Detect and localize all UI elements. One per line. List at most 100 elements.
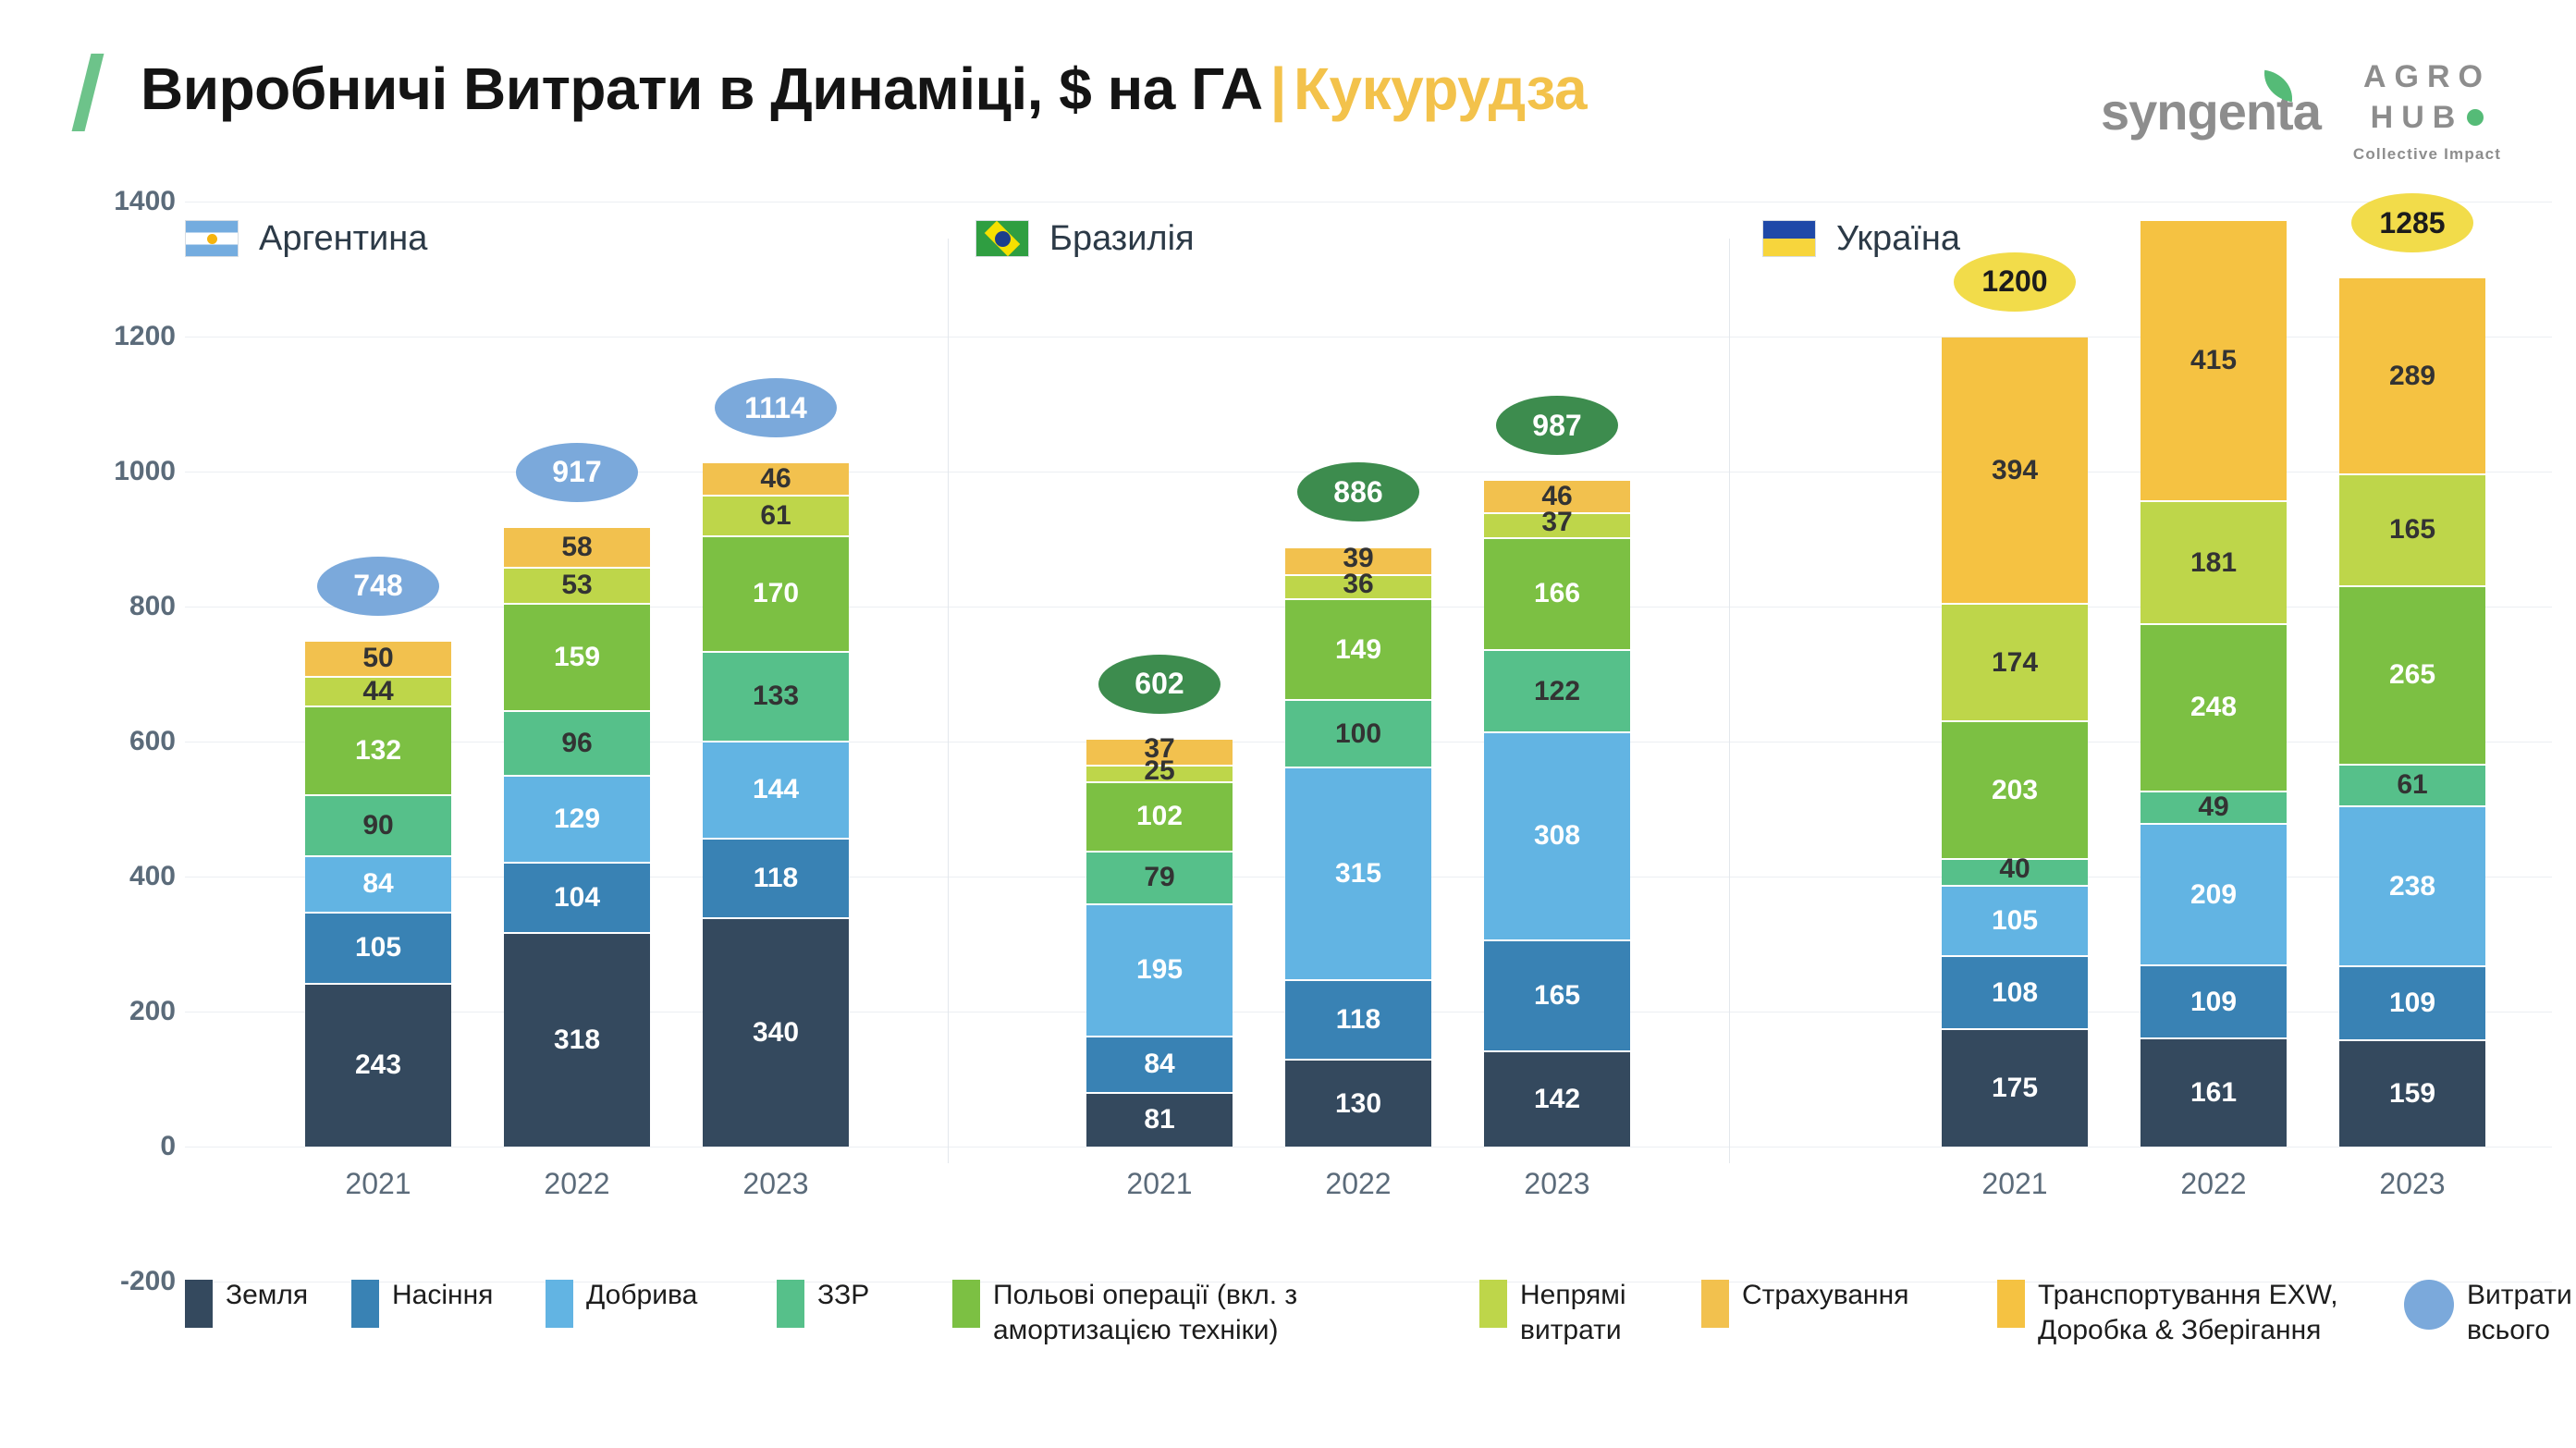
agrohub-logo-line2: HUB	[2370, 99, 2464, 135]
bar-segment[interactable]: 130	[1285, 1059, 1431, 1147]
legend-item[interactable]: ЗЗР	[777, 1278, 934, 1328]
bar-segment[interactable]: 318	[504, 931, 650, 1147]
legend-item[interactable]: Непрямі витрати	[1479, 1278, 1674, 1349]
legend-item[interactable]: Транспортування EXW, Доробка & Зберіганн…	[1997, 1278, 2367, 1349]
bar-stack[interactable]: 46 37 166 122 308 165 142	[1484, 481, 1630, 1147]
bar-segment[interactable]: 118	[1285, 978, 1431, 1060]
bar-segment[interactable]: 49	[2141, 790, 2287, 824]
bar-segment[interactable]: 37	[1484, 509, 1630, 537]
x-axis-tick-label: 2023	[742, 1167, 809, 1200]
bar-segment[interactable]: 36	[1285, 571, 1431, 599]
bar-segment[interactable]: 415	[2141, 220, 2287, 501]
bar-segment-value: 102	[1135, 801, 1184, 832]
bar-segment[interactable]: 37	[1086, 735, 1233, 765]
total-cost-bubble: 748	[317, 556, 439, 616]
bar-segment[interactable]: 203	[1942, 720, 2088, 858]
bar-segment[interactable]: 243	[305, 982, 451, 1147]
bar-segment[interactable]: 129	[504, 774, 650, 862]
bar-segment[interactable]: 105	[305, 911, 451, 983]
bar-segment[interactable]: 308	[1484, 731, 1630, 939]
bar-segment[interactable]: 315	[1285, 767, 1431, 979]
bar-segment[interactable]: 40	[1942, 855, 2088, 885]
bar-segment[interactable]: 100	[1285, 699, 1431, 767]
bar-segment[interactable]: 102	[1086, 781, 1233, 851]
legend-color-swatch	[1701, 1280, 1729, 1328]
bar-segment[interactable]: 84	[305, 854, 451, 912]
bar-segment[interactable]: 159	[2339, 1038, 2485, 1147]
bar-segment[interactable]: 340	[703, 916, 849, 1147]
bar-segment[interactable]: 53	[504, 566, 650, 603]
bar-segment-value: 209	[2190, 878, 2238, 910]
bar-segment[interactable]: 265	[2339, 584, 2485, 765]
bar-segment[interactable]: 159	[504, 602, 650, 710]
bar-segment[interactable]: 96	[504, 709, 650, 775]
bar-segment[interactable]: 174	[1942, 603, 2088, 721]
legend-item[interactable]: Насіння	[351, 1278, 527, 1328]
bar-stack[interactable]: 46 61 170 133 144 118 340	[703, 463, 849, 1147]
bar-segment[interactable]: 39	[1285, 544, 1431, 575]
bar-segment[interactable]: 61	[703, 494, 849, 536]
bar-segment[interactable]: 122	[1484, 649, 1630, 732]
legend-label: Транспортування EXW, Доробка & Зберіганн…	[2038, 1280, 2338, 1346]
bar-segment[interactable]: 165	[1484, 939, 1630, 1051]
y-axis-tick-label: 600	[129, 726, 176, 756]
y-axis-tick-label: 400	[129, 861, 176, 891]
bar-stack[interactable]: 37 25 102 79 195 84 81	[1086, 735, 1233, 1147]
legend-item[interactable]: Земля	[185, 1278, 333, 1328]
bar-segment[interactable]: 195	[1086, 903, 1233, 1036]
bar-segment[interactable]: 46	[703, 463, 849, 495]
bar-segment[interactable]: 175	[1942, 1028, 2088, 1147]
bar-segment[interactable]: 79	[1086, 850, 1233, 904]
bar-segment[interactable]: 58	[504, 527, 650, 567]
bar-segment[interactable]: 84	[1086, 1035, 1233, 1092]
bar-segment[interactable]: 61	[2339, 764, 2485, 805]
bar-segment[interactable]: 118	[703, 837, 849, 917]
bar-segment[interactable]: 90	[305, 793, 451, 855]
legend-color-swatch	[546, 1280, 573, 1328]
bar-segment[interactable]: 132	[305, 705, 451, 794]
bar-stack[interactable]: 289 165 265 61 238 109 159	[2339, 278, 2485, 1147]
bar-segment[interactable]: 105	[1942, 884, 2088, 956]
bar-segment-value: 109	[2388, 988, 2436, 1019]
y-axis-tick-label: 800	[129, 591, 176, 621]
bar-segment[interactable]: 133	[703, 650, 849, 741]
bar-segment[interactable]: 44	[305, 675, 451, 706]
bar-segment[interactable]: 50	[305, 642, 451, 676]
bar-segment[interactable]: 144	[703, 740, 849, 838]
total-cost-bubble: 602	[1098, 654, 1221, 714]
legend-item[interactable]: Страхування	[1701, 1278, 1979, 1328]
bar-stack[interactable]: 58 53 159 96 129 104 318	[504, 527, 650, 1147]
bar-segment-value: 118	[753, 862, 799, 893]
bar-stack[interactable]: 50 44 132 90 84 105 243	[305, 642, 451, 1147]
bar-segment[interactable]: 170	[703, 535, 849, 651]
bar-segment[interactable]: 25	[1086, 756, 1233, 784]
legend-color-swatch	[185, 1280, 213, 1328]
bar-segment[interactable]: 181	[2141, 500, 2287, 623]
bar-segment[interactable]: 248	[2141, 622, 2287, 791]
bar-segment[interactable]: 149	[1285, 598, 1431, 700]
bar-segment[interactable]: 289	[2339, 278, 2485, 474]
bar-segment[interactable]: 46	[1484, 481, 1630, 512]
bar-segment[interactable]: 238	[2339, 804, 2485, 966]
bar-stack[interactable]: 39 36 149 100 315 118 130	[1285, 544, 1431, 1147]
bar-segment-value: 308	[1533, 820, 1581, 852]
bar-segment[interactable]: 109	[2141, 963, 2287, 1038]
bar-segment[interactable]: 81	[1086, 1091, 1233, 1147]
legend-item[interactable]: Польові операції (вкл. з амортизацією те…	[952, 1278, 1470, 1349]
bar-segment[interactable]: 209	[2141, 823, 2287, 964]
bar-segment[interactable]: 165	[2339, 473, 2485, 585]
bar-stack[interactable]: 415 181 248 49 209 109 161	[2141, 220, 2287, 1147]
bar-segment[interactable]: 109	[2339, 965, 2485, 1039]
bar-stack[interactable]: 394 174 203 40 105 108 175	[1942, 337, 2088, 1147]
legend-item[interactable]: Витрати всього	[2404, 1278, 2576, 1349]
bar-segment[interactable]: 161	[2141, 1037, 2287, 1147]
bar-segment[interactable]: 394	[1942, 337, 2088, 604]
total-cost-bubble: 917	[516, 442, 638, 502]
bar-segment[interactable]: 142	[1484, 1050, 1630, 1147]
legend-item[interactable]: Добрива	[546, 1278, 758, 1328]
bar-segment[interactable]: 104	[504, 861, 650, 932]
bar-segment-value: 159	[553, 641, 601, 672]
bar-segment[interactable]: 166	[1484, 536, 1630, 650]
bar-segment[interactable]: 108	[1942, 955, 2088, 1029]
country-panel-2: Бразилія 602 2021 37 25 102 79 195 84 81 886 2022 39…	[948, 202, 1724, 1237]
